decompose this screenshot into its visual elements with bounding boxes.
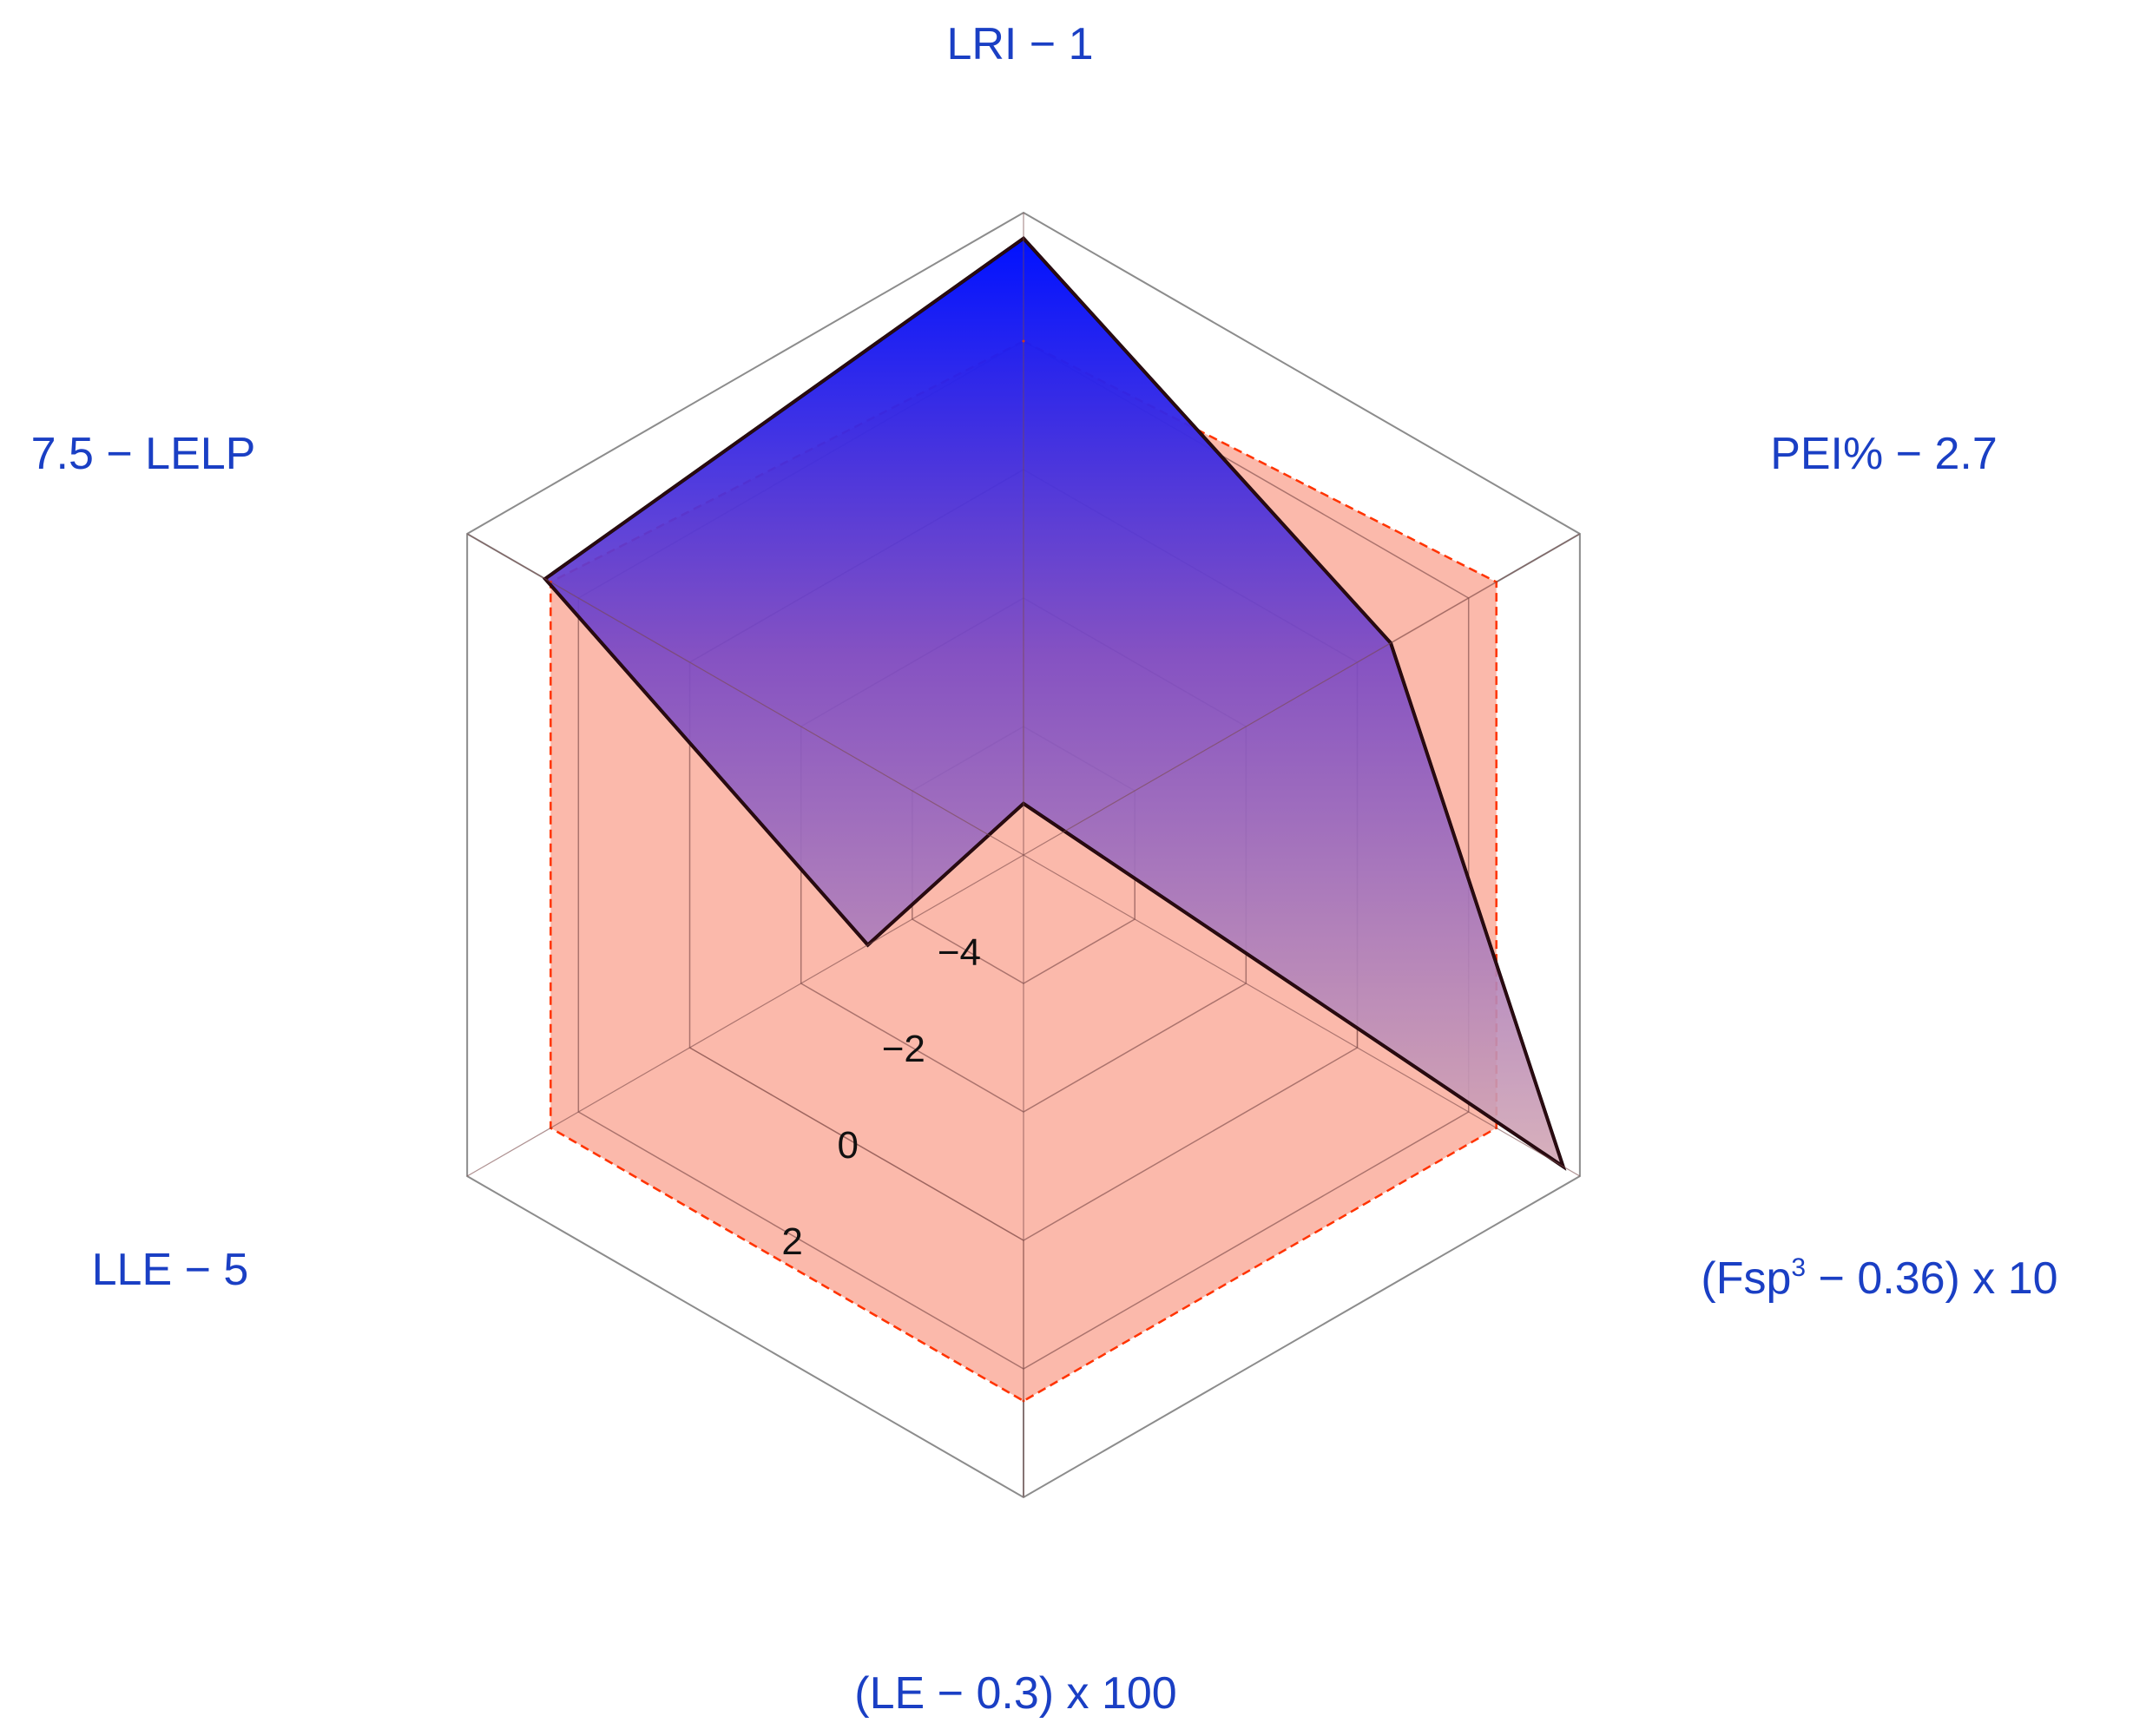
radial-tick-label: −2 bbox=[882, 1028, 925, 1070]
axis-label-2: (Fsp3 − 0.36) x 10 bbox=[1701, 1253, 2057, 1304]
radial-tick-label: −4 bbox=[938, 931, 981, 974]
radial-tick-labels: −4 −2 0 2 bbox=[781, 931, 981, 1263]
axis-spoke-2 bbox=[466, 533, 1581, 1177]
axis-labels: LRI − 1 PEI% − 2.7 (Fsp3 − 0.36) x 10 (LE −… bbox=[31, 19, 2058, 1719]
axis-spokes bbox=[466, 213, 1581, 1497]
axis-label-1: PEI% − 2.7 bbox=[1770, 429, 1998, 479]
radial-tick-label: 2 bbox=[781, 1220, 802, 1263]
axis-label-4: LLE − 5 bbox=[92, 1245, 249, 1295]
axis-label-3: (LE − 0.3) x 100 bbox=[854, 1668, 1176, 1719]
radial-tick-label: 0 bbox=[838, 1124, 859, 1167]
axis-label-0: LRI − 1 bbox=[946, 19, 1093, 69]
axis-label-5: 7.5 − LELP bbox=[31, 429, 256, 479]
